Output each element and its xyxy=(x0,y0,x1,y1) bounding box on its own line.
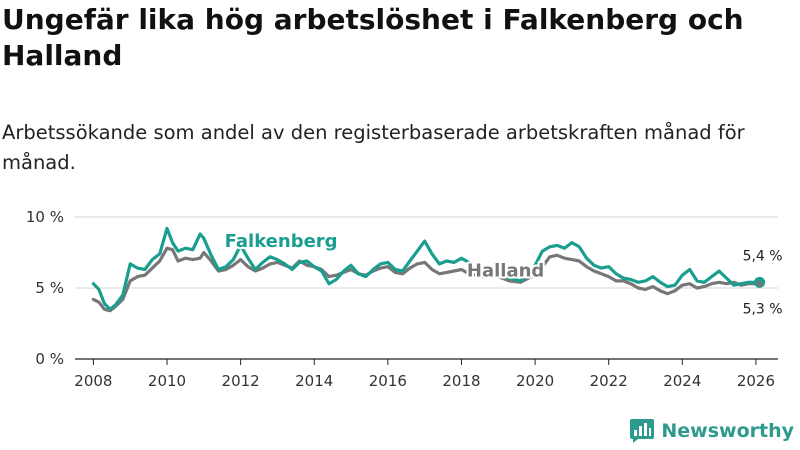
x-tick-label: 2008 xyxy=(74,372,112,390)
x-tick-label: 2018 xyxy=(442,372,480,390)
series-line-falkenberg xyxy=(91,226,762,311)
line-chart: 0 %5 %10 % 2008 2010 2012 2014 2016 2018 2020 2… xyxy=(26,208,783,390)
x-tick-label: 2026 xyxy=(737,372,775,390)
x-tick-label: 2014 xyxy=(295,372,333,390)
end-label-falkenberg: 5,4 % xyxy=(743,248,783,264)
x-tick-label: 2022 xyxy=(590,372,628,390)
newsworthy-logo: Newsworthy xyxy=(629,418,794,444)
brand-name: Newsworthy xyxy=(661,420,794,442)
x-tick-label: 2020 xyxy=(516,372,554,390)
series-layer xyxy=(91,226,762,313)
y-tick-label: 5 % xyxy=(35,279,64,297)
series-label-falkenberg: Falkenberg xyxy=(225,231,338,252)
series-endpoint-halland xyxy=(756,280,763,287)
grid-layer: 0 % 5 % 10 % xyxy=(26,208,778,368)
x-tick-label: 2024 xyxy=(663,372,701,390)
label-layer: Falkenberg Halland 5,4 % 5,3 % xyxy=(223,229,783,318)
chart-subtitle: Arbetssökande som andel av den registerb… xyxy=(2,121,745,174)
end-label-halland: 5,3 % xyxy=(743,302,783,318)
y-tick-label: 0 % xyxy=(35,350,64,368)
chart-title: Ungefär lika hög arbetslöshet i Falkenbe… xyxy=(2,3,744,72)
series-label-halland: Halland xyxy=(467,261,544,282)
x-tick-label: 2010 xyxy=(148,372,186,390)
x-tick-label: 2016 xyxy=(369,372,407,390)
series-line-halland xyxy=(91,246,762,313)
x-tick-label: 2012 xyxy=(222,372,260,390)
x-axis: 2008 2010 2012 2014 2016 2018 2020 2022 2024 2026 xyxy=(74,358,778,390)
y-tick-label: 10 % xyxy=(26,208,64,226)
newsworthy-logo-icon xyxy=(630,419,655,443)
